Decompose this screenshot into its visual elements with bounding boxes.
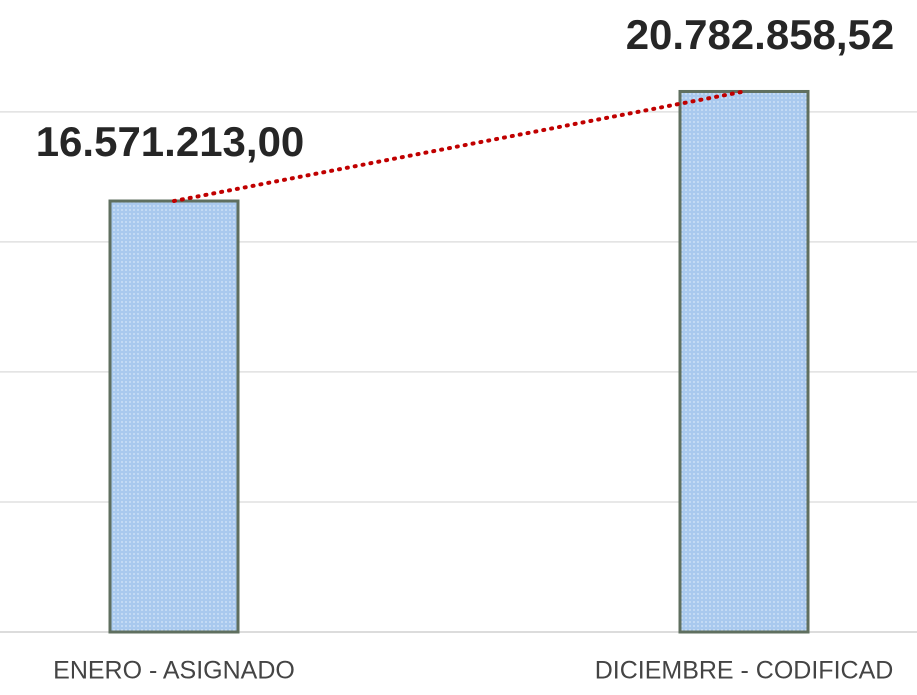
value-label: 20.782.858,52 bbox=[626, 11, 895, 58]
x-tick-label: DICIEMBRE - CODIFICAD bbox=[595, 657, 894, 685]
bar bbox=[678, 89, 810, 634]
bar bbox=[108, 199, 240, 634]
value-label: 16.571.213,00 bbox=[36, 118, 305, 165]
x-tick-label: ENERO - ASIGNADO bbox=[53, 657, 295, 685]
trend-line bbox=[172, 89, 746, 204]
